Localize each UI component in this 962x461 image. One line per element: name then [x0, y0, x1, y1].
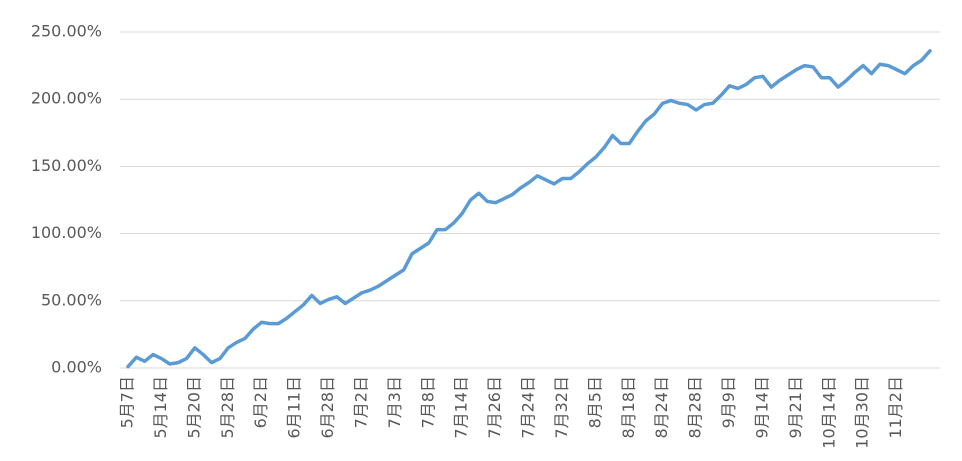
x-tick-label: 5月28日 [218, 376, 237, 439]
x-tick-label: 6月2日 [251, 376, 270, 428]
x-tick-label: 8月5日 [585, 376, 604, 428]
x-tick-label: 8月24日 [652, 376, 671, 439]
x-tick-label: 8月18日 [619, 376, 638, 439]
x-tick-label: 7月32日 [552, 376, 571, 439]
y-tick-label: 50.00% [41, 290, 102, 309]
y-tick-label: 0.00% [51, 358, 102, 377]
x-tick-label: 6月28日 [318, 376, 337, 439]
x-tick-label: 11月2日 [886, 376, 905, 439]
x-tick-label: 6月11日 [285, 376, 304, 439]
x-tick-label: 9月21日 [786, 376, 805, 439]
x-tick-label: 7月14日 [452, 376, 471, 439]
x-tick-label: 7月24日 [519, 376, 538, 439]
x-tick-label: 7月26日 [485, 376, 504, 439]
x-tick-label: 8月28日 [686, 376, 705, 439]
data-line [126, 49, 932, 369]
x-tick-label: 7月3日 [385, 376, 404, 428]
x-tick-label: 7月8日 [418, 376, 437, 428]
x-tick-label: 5月14日 [151, 376, 170, 439]
y-tick-label: 250.00% [31, 22, 102, 41]
x-tick-label: 5月20日 [184, 376, 203, 439]
x-tick-label: 9月9日 [719, 376, 738, 428]
x-tick-label: 9月14日 [752, 376, 771, 439]
x-tick-label: 7月2日 [351, 376, 370, 428]
y-tick-label: 150.00% [31, 156, 102, 175]
x-tick-label: 5月7日 [118, 376, 137, 428]
y-tick-label: 100.00% [31, 223, 102, 242]
y-tick-label: 200.00% [31, 89, 102, 108]
x-tick-label: 10月30日 [853, 376, 872, 449]
x-tick-label: 10月14日 [819, 376, 838, 449]
